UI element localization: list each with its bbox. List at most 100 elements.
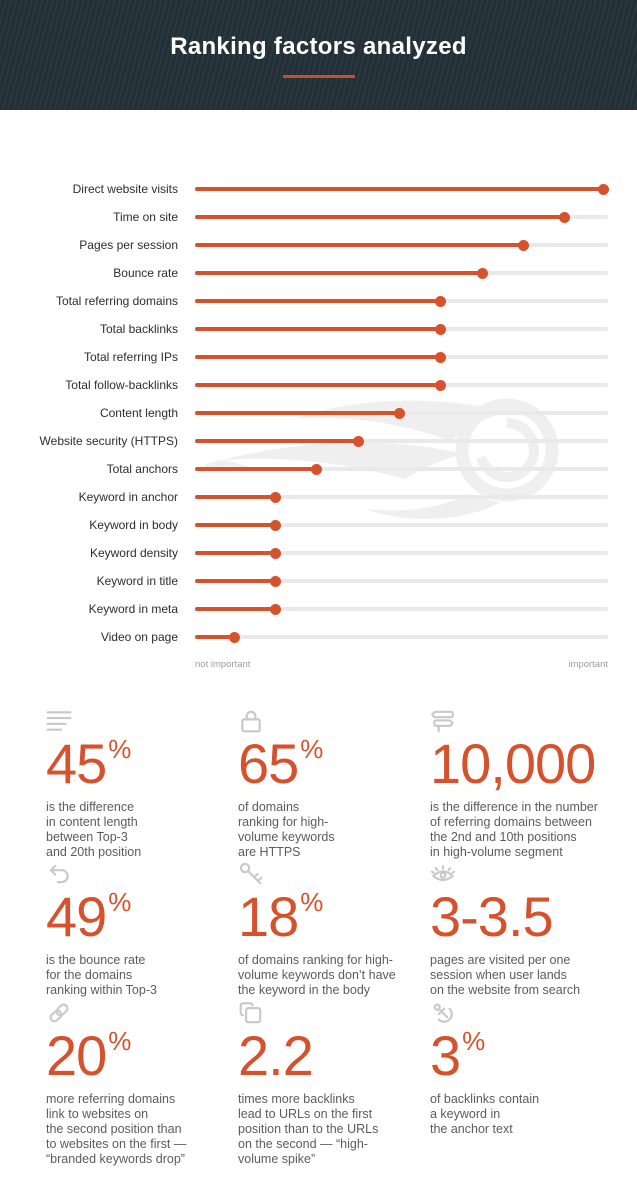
- importance-line: [195, 467, 317, 471]
- importance-dot: [352, 435, 364, 447]
- importance-dot: [393, 407, 405, 419]
- stat-card-keyword-body: 18% of domains ranking for high- volume …: [238, 861, 430, 1000]
- page-title: Ranking factors analyzed: [170, 32, 467, 60]
- stat-value: 3%: [430, 1024, 486, 1087]
- stat-description: is the bounce rate for the domains ranki…: [46, 953, 157, 997]
- stat-value: 18%: [238, 885, 324, 948]
- importance-line: [195, 495, 276, 499]
- stat-description: is the difference in content length betw…: [46, 800, 142, 859]
- stat-description: is the difference in the number of refer…: [430, 800, 598, 859]
- importance-dot: [270, 547, 282, 559]
- axis-min-label: not important: [195, 659, 251, 670]
- chart-row: Pages per session: [13, 231, 608, 259]
- chart-row: Keyword in title: [13, 567, 608, 595]
- importance-line: [195, 271, 483, 275]
- importance-line: [195, 411, 400, 415]
- factor-label: Content length: [99, 406, 178, 420]
- importance-dot: [476, 267, 488, 279]
- factor-label: Website security (HTTPS): [39, 434, 178, 448]
- importance-track-area: [195, 183, 610, 195]
- factor-label: Total anchors: [106, 462, 178, 476]
- factor-label: Total referring IPs: [83, 350, 178, 364]
- undo-arrow-icon: [46, 861, 228, 887]
- stat-description: of domains ranking for high- volume keyw…: [238, 800, 335, 859]
- factor-label: Total backlinks: [99, 322, 178, 336]
- importance-dot: [435, 323, 447, 335]
- chart-row: Keyword in meta: [13, 595, 608, 623]
- importance-line: [195, 635, 235, 639]
- stat-value: 2.2: [238, 1024, 314, 1087]
- importance-line: [195, 215, 565, 219]
- importance-track-area: [195, 603, 608, 615]
- stat-value: 65%: [238, 732, 324, 795]
- importance-dot: [598, 183, 610, 195]
- stat-value: 45%: [46, 732, 132, 795]
- importance-line: [195, 607, 276, 611]
- chart-row: Keyword in body: [13, 511, 608, 539]
- stat-card-second-position-links: 20% more referring domains link to websi…: [46, 1000, 238, 1167]
- importance-track-area: [195, 267, 608, 279]
- axis-max-label: important: [568, 659, 608, 670]
- factor-label: Direct website visits: [72, 182, 178, 196]
- chart-row: Website security (HTTPS): [13, 427, 608, 455]
- factor-label: Keyword in meta: [88, 602, 178, 616]
- copy-pages-icon: [238, 1000, 420, 1026]
- importance-line: [195, 187, 604, 191]
- factor-label: Bounce rate: [113, 266, 178, 280]
- importance-dot: [435, 351, 447, 363]
- importance-line: [195, 439, 359, 443]
- chart-row: Total backlinks: [13, 315, 608, 343]
- importance-dot: [435, 379, 447, 391]
- importance-track-area: [195, 323, 608, 335]
- chart-row: Direct website visits: [13, 175, 610, 203]
- chart-rows: Direct website visits Time on site Pages…: [13, 175, 610, 651]
- signpost-icon: [430, 708, 612, 734]
- importance-track-area: [195, 547, 608, 559]
- header-banner: Ranking factors analyzed: [0, 0, 637, 110]
- importance-dot: [270, 603, 282, 615]
- stat-description: times more backlinks lead to URLs on the…: [238, 1092, 379, 1166]
- stat-value: 3-3.5: [430, 885, 554, 948]
- importance-track: [195, 551, 608, 555]
- factor-label: Keyword in anchor: [78, 490, 178, 504]
- stat-value: 10,000: [430, 732, 596, 795]
- eye-icon: [430, 861, 612, 887]
- importance-dot: [311, 463, 323, 475]
- importance-track-area: [195, 463, 608, 475]
- ranking-factors-chart: Direct website visits Time on site Pages…: [0, 110, 637, 670]
- importance-track-area: [195, 407, 608, 419]
- importance-track: [195, 523, 608, 527]
- importance-track-area: [195, 239, 608, 251]
- key-icon: [238, 861, 420, 887]
- importance-track-area: [195, 211, 608, 223]
- importance-track: [195, 439, 608, 443]
- importance-track: [195, 607, 608, 611]
- importance-track-area: [195, 379, 608, 391]
- factor-label: Keyword in title: [96, 574, 178, 588]
- stat-description: of backlinks contain a keyword in the an…: [430, 1092, 540, 1136]
- importance-track: [195, 579, 608, 583]
- chart-row: Total follow-backlinks: [13, 371, 608, 399]
- chart-row: Bounce rate: [13, 259, 608, 287]
- chart-row: Total referring IPs: [13, 343, 608, 371]
- stat-description: pages are visited per one session when u…: [430, 953, 581, 997]
- importance-line: [195, 243, 524, 247]
- chart-row: Content length: [13, 399, 608, 427]
- title-underline: [282, 74, 355, 78]
- axis-labels: not important important: [195, 659, 608, 670]
- importance-dot: [559, 211, 571, 223]
- importance-track-area: [195, 351, 608, 363]
- importance-track-area: [195, 575, 608, 587]
- anchor-icon: [430, 1000, 612, 1026]
- chart-row: Time on site: [13, 203, 608, 231]
- chain-link-icon: [46, 1000, 228, 1026]
- importance-line: [195, 355, 441, 359]
- factor-label: Keyword in body: [89, 518, 178, 532]
- importance-dot: [435, 295, 447, 307]
- importance-line: [195, 383, 441, 387]
- stat-description: more referring domains link to websites …: [46, 1092, 187, 1166]
- importance-track-area: [195, 519, 608, 531]
- chart-row: Keyword density: [13, 539, 608, 567]
- importance-track: [195, 635, 608, 639]
